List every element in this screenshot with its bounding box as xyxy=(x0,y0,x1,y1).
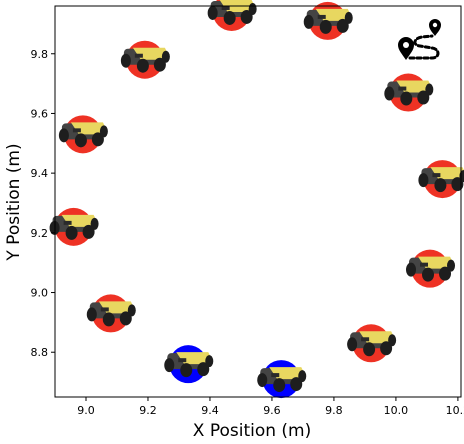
data-point-red xyxy=(120,40,170,79)
data-point-red xyxy=(303,1,353,40)
data-point-red xyxy=(207,0,257,31)
y-tick-label: 9.2 xyxy=(31,227,49,240)
y-axis-label: Y Position (m) xyxy=(4,143,24,261)
x-tick-label: 10.0 xyxy=(384,404,409,417)
data-point-red xyxy=(58,115,108,154)
robot-rover-icon xyxy=(120,47,170,73)
x-tick-label: 9.6 xyxy=(263,404,281,417)
data-point-blue xyxy=(164,345,214,384)
robot-rover-icon xyxy=(49,214,99,240)
y-tick-label: 9.0 xyxy=(31,287,49,300)
data-point-red xyxy=(49,207,99,246)
robot-rover-icon xyxy=(384,80,434,106)
marks-layer xyxy=(49,0,464,399)
robot-rover-icon xyxy=(207,0,257,25)
y-ticks: 8.8 9.0 9.2 9.4 9.6 9.8 xyxy=(31,48,55,359)
robot-rover-icon xyxy=(406,256,456,282)
route-map-pins-icon xyxy=(398,19,441,60)
x-tick-label: 9.2 xyxy=(139,404,157,417)
x-axis-label: X Position (m) xyxy=(193,421,311,440)
data-point-red xyxy=(347,324,397,363)
x-ticks: 9.0 9.2 9.4 9.6 9.8 10.0 10.2 xyxy=(77,397,464,417)
data-point-red xyxy=(418,160,464,199)
data-point-blue xyxy=(257,360,307,399)
data-point-red xyxy=(86,294,136,333)
data-point-red xyxy=(384,73,434,112)
robot-rover-icon xyxy=(347,331,397,357)
y-tick-label: 9.8 xyxy=(31,48,49,61)
y-tick-label: 8.8 xyxy=(31,346,49,359)
axes-frame xyxy=(54,5,462,398)
data-point-red xyxy=(406,249,456,288)
robot-rover-icon xyxy=(257,367,307,393)
y-tick-label: 9.4 xyxy=(31,167,49,180)
x-tick-label: 9.8 xyxy=(325,404,343,417)
x-tick-label: 10.2 xyxy=(446,404,464,417)
robot-rover-icon xyxy=(303,8,353,34)
x-tick-label: 9.0 xyxy=(77,404,95,417)
robot-rover-icon xyxy=(418,167,464,193)
x-tick-label: 9.4 xyxy=(201,404,219,417)
robot-rover-icon xyxy=(164,352,214,378)
robot-rover-icon xyxy=(58,122,108,148)
robot-rover-icon xyxy=(86,301,136,327)
y-tick-label: 9.6 xyxy=(31,107,49,120)
